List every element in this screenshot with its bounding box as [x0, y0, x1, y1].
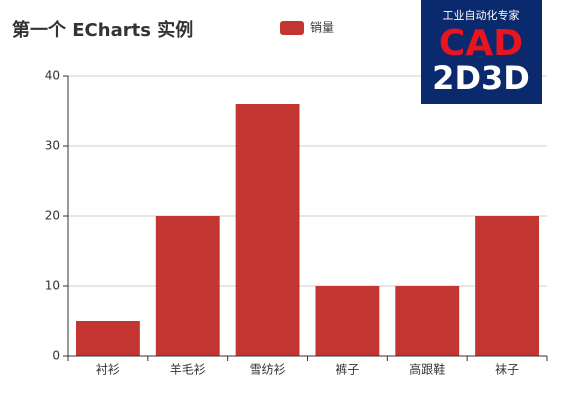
x-tick-label: 袜子: [495, 363, 519, 377]
x-tick-label: 雪纺衫: [250, 363, 286, 377]
y-tick-label: 10: [45, 279, 60, 293]
x-tick-label: 羊毛衫: [170, 362, 206, 377]
x-tick-label: 裤子: [335, 363, 359, 377]
bar: [315, 286, 380, 356]
logo-cad: CAD: [439, 23, 523, 64]
y-tick-label: 20: [45, 209, 60, 223]
logo-background: [421, 0, 542, 104]
y-tick-label: 40: [45, 69, 60, 83]
legend-swatch[interactable]: [280, 21, 304, 35]
bar: [395, 286, 460, 356]
y-tick-label: 0: [52, 349, 60, 363]
bar: [235, 104, 300, 356]
legend-label[interactable]: 销量: [310, 21, 334, 35]
bar: [155, 216, 220, 356]
chart-title: 第一个 ECharts 实例: [12, 19, 193, 41]
bar: [75, 321, 140, 356]
logo-2d3d: 2D3D: [432, 59, 530, 97]
bar: [475, 216, 540, 356]
y-tick-label: 30: [45, 139, 60, 153]
x-tick-label: 高跟鞋: [409, 362, 445, 377]
logo-tagline: 工业自动化专家: [443, 8, 520, 22]
x-tick-label: 衬衫: [96, 363, 120, 377]
